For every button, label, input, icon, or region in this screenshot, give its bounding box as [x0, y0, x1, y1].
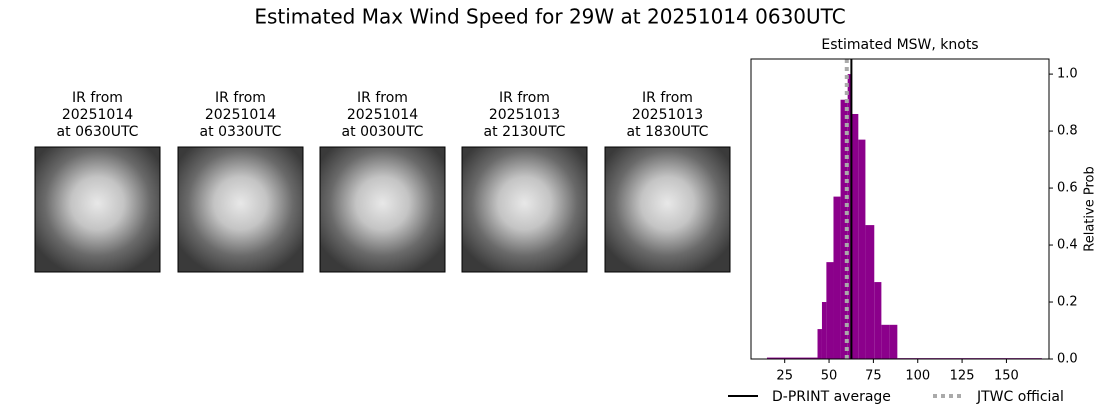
bar — [847, 74, 852, 359]
panel-title: at 2130UTC — [484, 124, 566, 140]
bar — [826, 262, 834, 359]
panel-title: IR from — [499, 90, 550, 106]
panel-title: 20251014 — [347, 107, 418, 123]
bar — [851, 113, 859, 360]
x-tick-label: 150 — [994, 369, 1019, 384]
y-tick-label: 0.6 — [1057, 181, 1078, 196]
legend-label: D-PRINT average — [772, 389, 891, 405]
panel-title: at 0330UTC — [200, 124, 282, 140]
y-tick-label: 0.8 — [1057, 124, 1078, 139]
x-tick-label: 100 — [905, 369, 930, 384]
panel-title: 20251014 — [62, 107, 133, 123]
x-tick-label: 125 — [950, 369, 975, 384]
ir-image — [34, 146, 161, 273]
x-tick-label: 75 — [865, 369, 882, 384]
panel-title: IR from — [357, 90, 408, 106]
panel-title: at 1830UTC — [627, 124, 709, 140]
legend-label: JTWC official — [976, 389, 1064, 405]
y-tick-label: 0.4 — [1057, 238, 1078, 253]
bar — [840, 99, 848, 360]
bar — [766, 357, 818, 359]
figure-title: Estimated Max Wind Speed for 29W at 2025… — [254, 5, 845, 29]
bar — [858, 139, 866, 359]
ir-image — [177, 146, 304, 273]
panel-title: IR from — [642, 90, 693, 106]
chart-title: Estimated MSW, knots — [821, 37, 978, 53]
bar — [881, 324, 890, 359]
bar — [821, 302, 827, 359]
panel-title: IR from — [215, 90, 266, 106]
ir-image — [461, 146, 588, 273]
panel-title: 20251013 — [489, 107, 560, 123]
panel-title: at 0030UTC — [342, 124, 424, 140]
y-tick-label: 0.2 — [1057, 295, 1078, 310]
bar — [874, 282, 882, 359]
bar — [833, 196, 841, 359]
x-tick-label: 50 — [821, 369, 838, 384]
panel-title: IR from — [72, 90, 123, 106]
panel-title: 20251014 — [205, 107, 276, 123]
y-tick-label: 0.0 — [1057, 352, 1078, 367]
bar — [817, 329, 822, 359]
plot-frame — [750, 58, 1050, 360]
bar — [889, 324, 898, 359]
y-tick-label: 1.0 — [1057, 67, 1078, 82]
bar — [865, 225, 875, 359]
y-axis-label: Relative Prob — [1083, 166, 1098, 251]
ir-image — [319, 146, 446, 273]
ir-image — [604, 146, 731, 273]
x-tick-label: 25 — [776, 369, 793, 384]
panel-title: at 0630UTC — [57, 124, 139, 140]
panel-title: 20251013 — [632, 107, 703, 123]
